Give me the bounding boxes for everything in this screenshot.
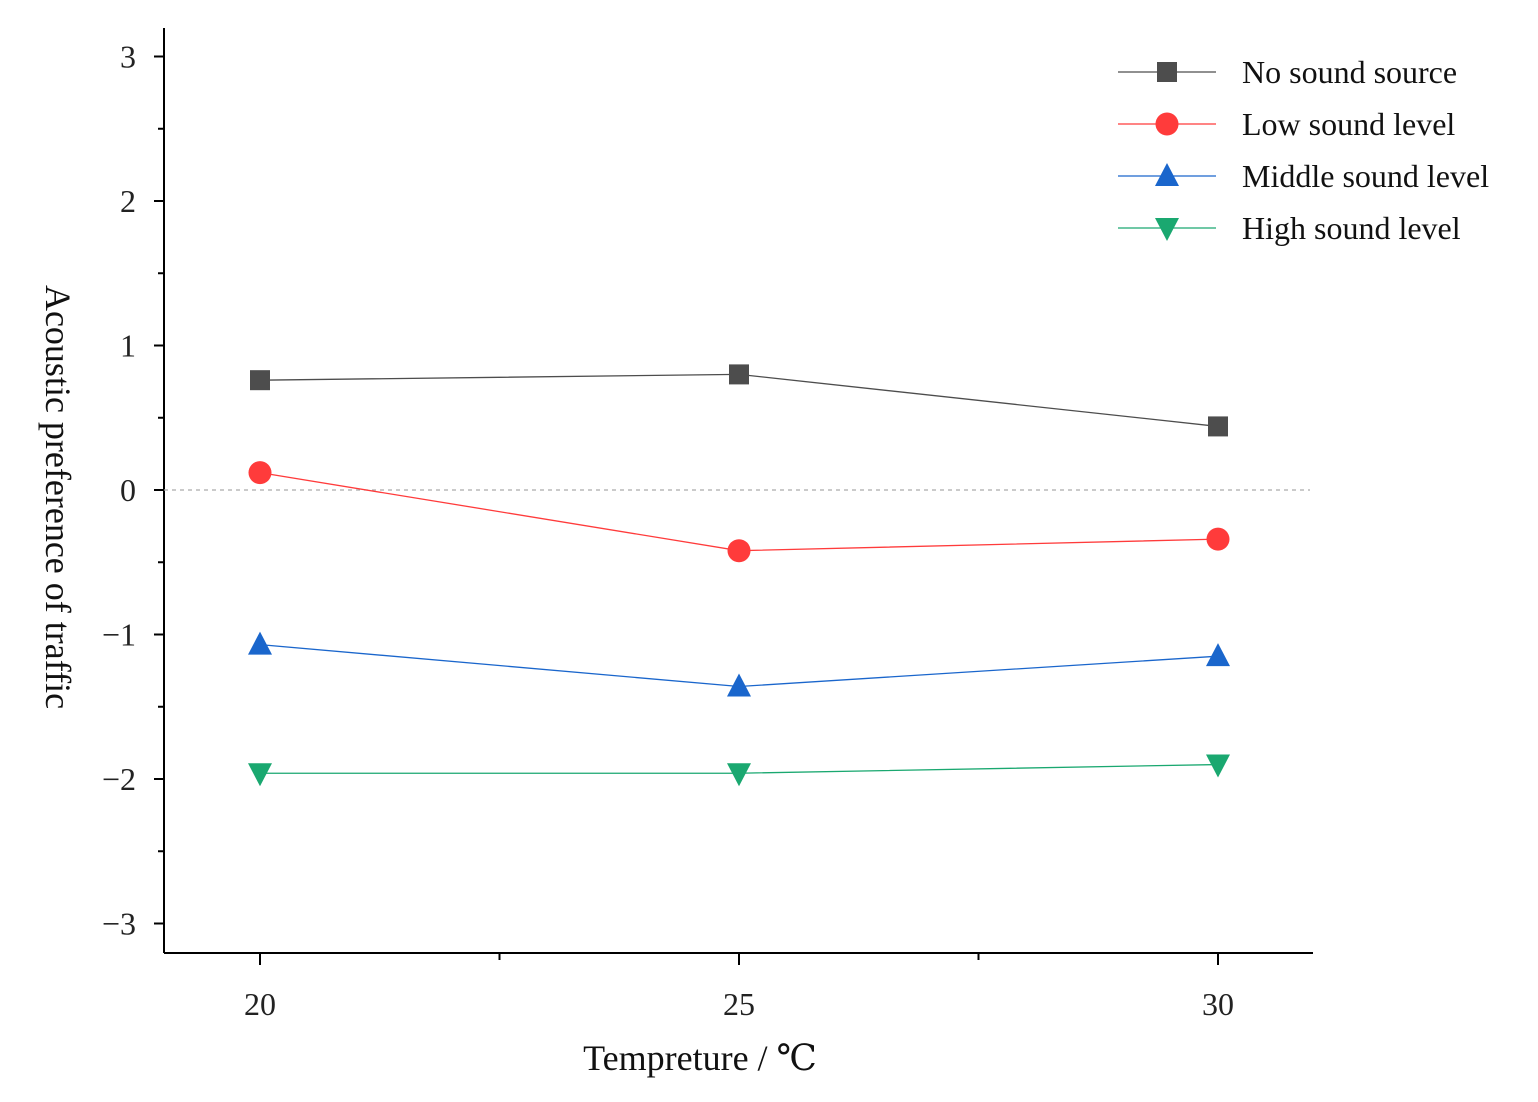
y-ticks: 3 2 1 0 −1 −2 −3 [102, 39, 164, 942]
legend-label: No sound source [1242, 54, 1457, 90]
legend-item: High sound level [1118, 210, 1461, 246]
x-tick-label: 25 [723, 986, 755, 1022]
data-point [729, 364, 749, 385]
series-line [259, 472, 1219, 552]
y-axis-title: Acoustic preference of traffic [38, 285, 78, 709]
y-tick-label: 0 [120, 472, 136, 508]
x-axis-title: Tempreture / ℃ [583, 1038, 817, 1078]
legend-marker [1155, 218, 1179, 241]
x-tick-label: 30 [1202, 986, 1234, 1022]
data-point [727, 539, 751, 563]
legend-label: High sound level [1242, 210, 1461, 246]
legend-item: No sound source [1118, 54, 1457, 90]
data-point [248, 763, 272, 787]
y-tick-label: 1 [120, 328, 136, 364]
legend-marker [1157, 62, 1177, 82]
y-tick-label: −1 [102, 617, 136, 653]
legend-marker [1155, 163, 1179, 186]
data-point [727, 673, 751, 697]
data-point [1208, 416, 1228, 437]
x-ticks: 20 25 30 [244, 953, 1234, 1022]
data-point [1206, 643, 1230, 667]
series-2 [248, 461, 1230, 563]
legend-label: Middle sound level [1242, 158, 1489, 194]
legend-item: Low sound level [1118, 106, 1455, 142]
data-point [1206, 754, 1230, 778]
y-tick-label: −3 [102, 906, 136, 942]
legend-marker [1155, 112, 1179, 136]
series-1 [250, 364, 1228, 437]
data-point [248, 631, 272, 655]
data-point [248, 461, 272, 485]
data-point [727, 763, 751, 787]
y-minor-ticks [158, 127, 164, 853]
series-3 [248, 631, 1230, 697]
legend-label: Low sound level [1242, 106, 1455, 142]
legend-item: Middle sound level [1118, 158, 1489, 194]
x-minor-ticks [498, 953, 980, 960]
y-tick-label: 3 [120, 39, 136, 75]
series-4 [248, 754, 1230, 787]
series-group [248, 364, 1230, 787]
y-tick-label: −2 [102, 761, 136, 797]
y-tick-label: 2 [120, 183, 136, 219]
legend: No sound source Low sound level Middle sou… [1118, 54, 1489, 246]
data-point [1206, 527, 1230, 551]
data-point [250, 370, 270, 391]
x-tick-label: 20 [244, 986, 276, 1022]
